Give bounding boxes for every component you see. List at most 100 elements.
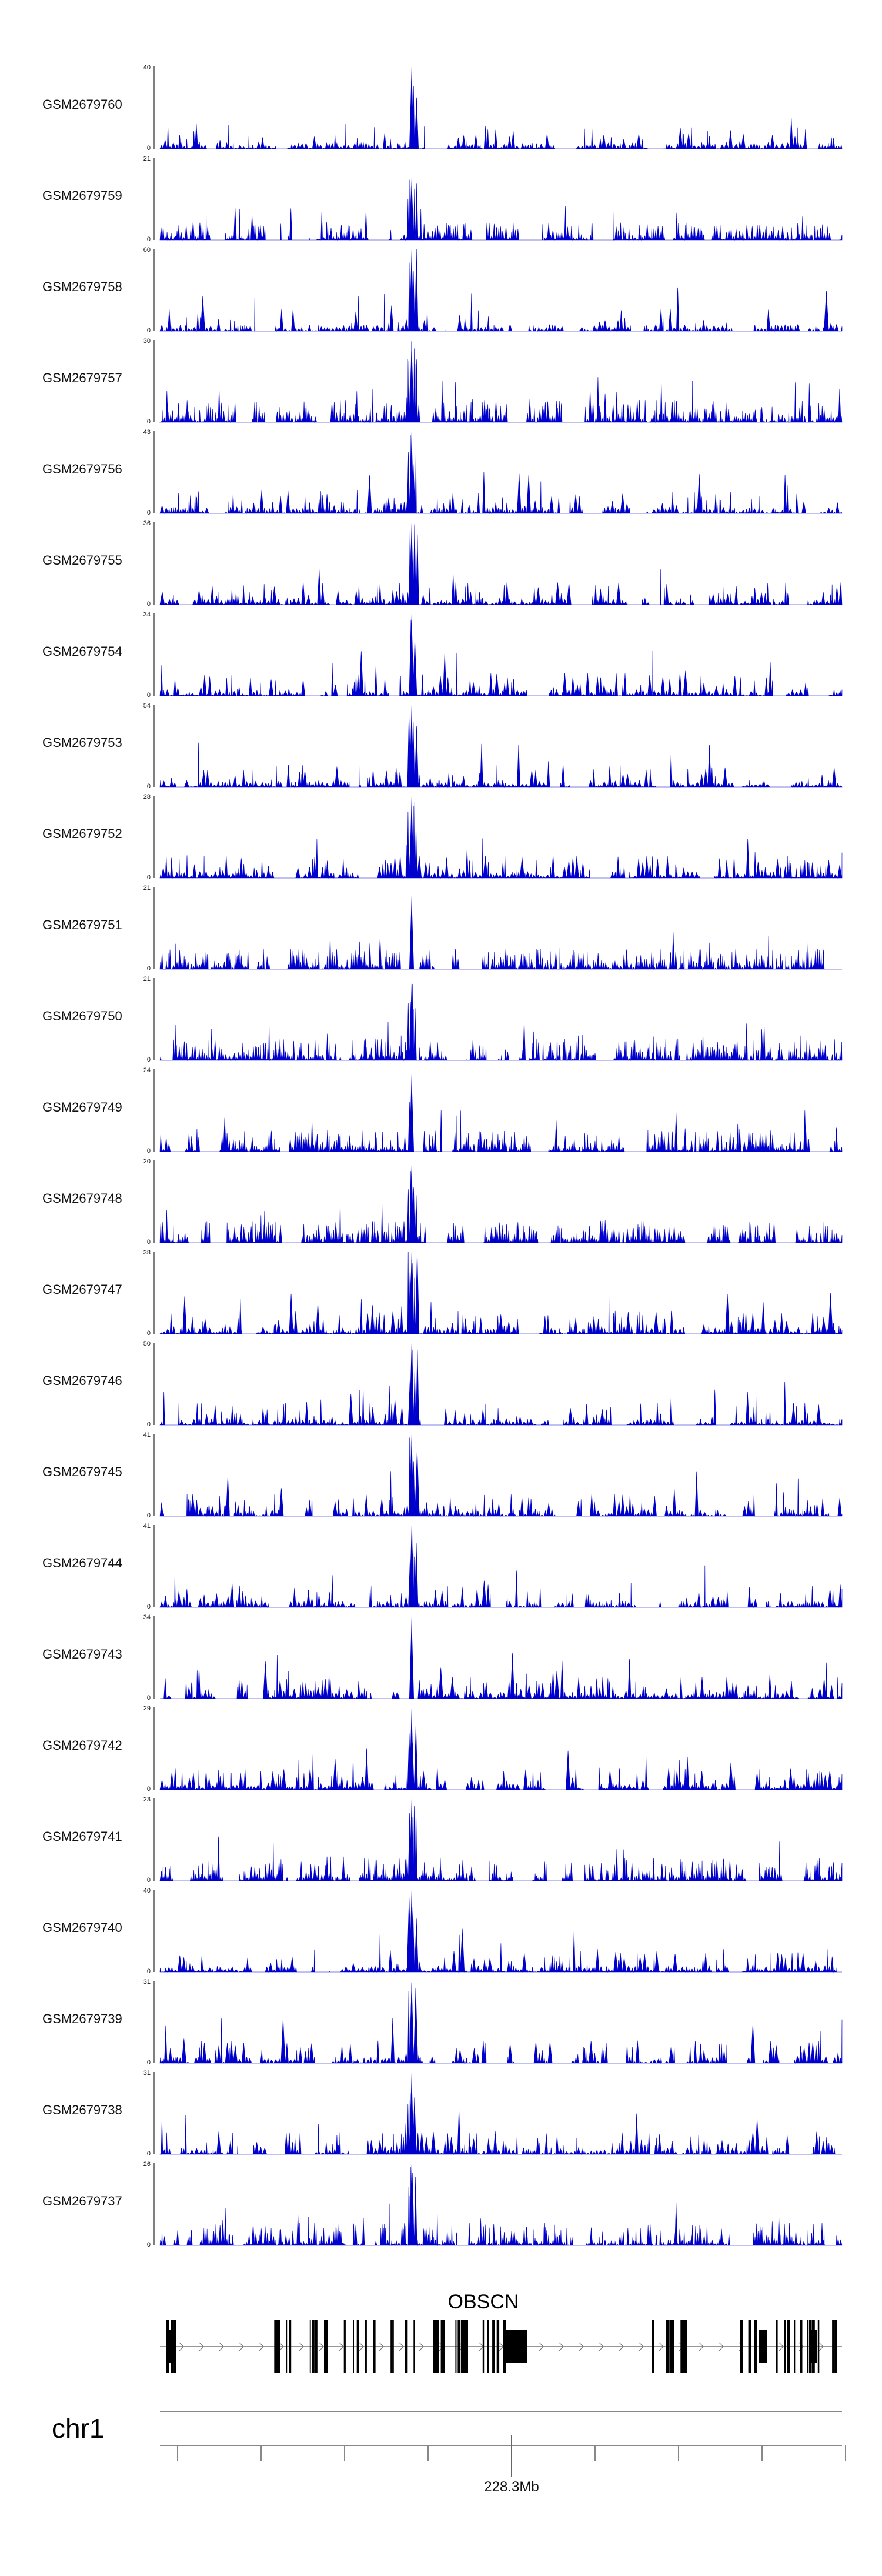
track: GSM2679753 54 0 bbox=[42, 702, 843, 790]
exon bbox=[312, 2320, 315, 2373]
gene-track: OBSCN bbox=[160, 2291, 842, 2373]
exon bbox=[784, 2320, 786, 2373]
track-ymin-label: 0 bbox=[147, 2150, 151, 2157]
track-ymin-label: 0 bbox=[147, 327, 151, 334]
track: GSM2679758 60 0 bbox=[42, 246, 843, 334]
track-ymax-label: 28 bbox=[143, 793, 151, 800]
signal-profile bbox=[159, 1897, 842, 1973]
track-label: GSM2679748 bbox=[42, 1191, 122, 1206]
track-label: GSM2679747 bbox=[42, 1282, 122, 1297]
utr-block bbox=[759, 2330, 767, 2363]
track-ymin-label: 0 bbox=[147, 236, 151, 243]
track: GSM2679742 29 0 bbox=[42, 1705, 843, 1793]
track-ymax-label: 21 bbox=[143, 155, 151, 162]
strand-arrow bbox=[699, 2342, 704, 2351]
track: GSM2679744 41 0 bbox=[42, 1523, 843, 1610]
strand-arrow bbox=[319, 2342, 324, 2351]
exon bbox=[776, 2320, 778, 2373]
exon bbox=[503, 2320, 505, 2373]
track: GSM2679752 28 0 bbox=[42, 793, 843, 881]
signal-profile bbox=[159, 435, 843, 515]
strand-arrow bbox=[419, 2342, 424, 2351]
track-label: GSM2679738 bbox=[42, 2103, 122, 2117]
track-ymax-label: 21 bbox=[143, 976, 151, 983]
exon bbox=[464, 2320, 466, 2373]
genomic-axis: chr1 228.3Mb bbox=[52, 2411, 846, 2495]
track-ymax-label: 30 bbox=[143, 338, 151, 345]
signal-summit bbox=[409, 1890, 414, 1972]
signal-summit bbox=[409, 1525, 414, 1607]
track: GSM2679750 21 0 bbox=[42, 976, 843, 1063]
track-ymax-label: 54 bbox=[143, 702, 151, 709]
exon bbox=[496, 2320, 499, 2373]
strand-arrow bbox=[599, 2342, 604, 2351]
coordinate-label: 228.3Mb bbox=[484, 2479, 539, 2495]
signal-profile bbox=[159, 1437, 843, 1517]
exon bbox=[504, 2320, 506, 2373]
exon bbox=[740, 2320, 743, 2373]
track-label: GSM2679739 bbox=[42, 2011, 122, 2026]
track-ymin-label: 0 bbox=[147, 1330, 151, 1337]
track: GSM2679757 30 0 bbox=[42, 338, 843, 425]
signal-summit bbox=[409, 1616, 414, 1699]
signal-summit bbox=[409, 613, 414, 696]
strand-arrow bbox=[279, 2342, 284, 2351]
signal-profile bbox=[159, 713, 843, 788]
track-ymax-label: 31 bbox=[143, 2070, 151, 2077]
signal-profile bbox=[159, 932, 842, 970]
exon bbox=[286, 2320, 288, 2373]
signal-summit bbox=[409, 2163, 414, 2245]
track: GSM2679756 43 0 bbox=[42, 429, 843, 516]
track-label: GSM2679749 bbox=[42, 1100, 122, 1115]
exon bbox=[482, 2320, 485, 2373]
signal-profile bbox=[159, 1983, 843, 2064]
track-ymin-label: 0 bbox=[147, 600, 151, 608]
signal-summit bbox=[409, 1434, 414, 1516]
track: GSM2679739 31 0 bbox=[42, 1978, 843, 2066]
signal-summit bbox=[409, 431, 414, 513]
exon bbox=[365, 2320, 367, 2373]
strand-arrow bbox=[539, 2342, 544, 2351]
track-ymax-label: 40 bbox=[143, 64, 151, 71]
exon bbox=[834, 2320, 837, 2373]
strand-arrow bbox=[659, 2342, 664, 2351]
signal-summit bbox=[409, 1798, 414, 1881]
track-ymin-label: 0 bbox=[147, 1147, 151, 1154]
track-label: GSM2679741 bbox=[42, 1829, 122, 1844]
track: GSM2679749 24 0 bbox=[42, 1067, 843, 1154]
signal-summit bbox=[409, 522, 414, 605]
track: GSM2679743 34 0 bbox=[42, 1614, 843, 1701]
exon bbox=[754, 2320, 757, 2373]
exon bbox=[462, 2320, 465, 2373]
strand-arrow bbox=[619, 2342, 624, 2351]
signal-profile bbox=[159, 341, 843, 423]
exon bbox=[457, 2320, 461, 2373]
exon bbox=[460, 2320, 463, 2373]
signal-summit bbox=[409, 66, 414, 149]
track-ymin-label: 0 bbox=[147, 2241, 151, 2248]
track: GSM2679755 36 0 bbox=[42, 520, 843, 608]
signal-summit bbox=[409, 249, 414, 331]
signal-profile bbox=[159, 1102, 843, 1153]
exon bbox=[787, 2320, 790, 2373]
track-label: GSM2679757 bbox=[42, 371, 122, 385]
track-label: GSM2679750 bbox=[42, 1009, 122, 1023]
exon bbox=[801, 2320, 803, 2373]
strand-arrow bbox=[259, 2342, 264, 2351]
signal-profile bbox=[159, 524, 843, 606]
strand-arrow bbox=[179, 2342, 184, 2351]
track-ymin-label: 0 bbox=[147, 1603, 151, 1610]
track-ymin-label: 0 bbox=[147, 418, 151, 425]
strand-arrow bbox=[719, 2342, 724, 2351]
signal-summit bbox=[409, 340, 414, 422]
signal-profile bbox=[159, 2167, 843, 2247]
exon bbox=[324, 2320, 326, 2373]
utr-block bbox=[810, 2330, 817, 2363]
signal-summit bbox=[409, 1707, 414, 1790]
strand-arrow bbox=[639, 2342, 644, 2351]
signal-profile bbox=[159, 619, 843, 697]
axis-ticks bbox=[177, 2435, 846, 2477]
signal-profile bbox=[159, 179, 843, 241]
exon bbox=[309, 2320, 311, 2373]
